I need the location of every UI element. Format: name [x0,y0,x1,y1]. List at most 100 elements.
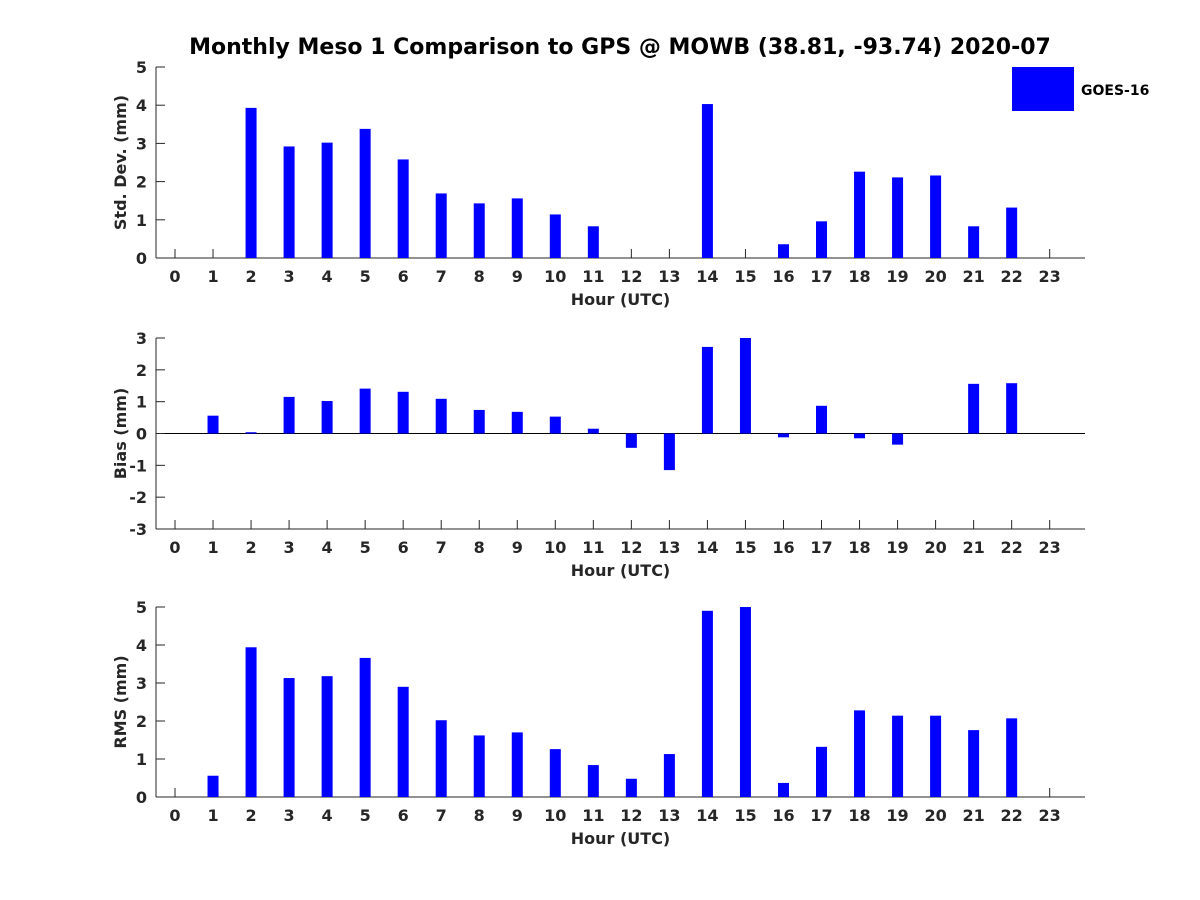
y-tick-label: 4 [136,96,147,115]
x-tick-label: 18 [848,267,870,286]
bar [321,401,333,434]
bar [701,610,713,797]
x-tick-label: 11 [582,806,604,825]
y-tick-label: 3 [136,674,147,693]
x-tick-label: 14 [696,538,718,557]
y-tick-label: 2 [136,361,147,380]
y-axis-label: RMS (mm) [111,655,130,748]
bar [854,171,866,258]
bar [701,104,713,258]
bar [816,746,828,797]
x-tick-label: 8 [474,267,485,286]
bar [1006,383,1018,434]
bar [283,678,295,797]
bar [321,142,333,258]
y-tick-label: 3 [136,134,147,153]
x-tick-label: 13 [658,806,680,825]
bar [854,433,866,439]
bar [435,193,447,258]
bar [777,782,789,797]
bar [397,686,409,797]
x-tick-label: 0 [169,538,180,557]
y-tick-label: 0 [136,249,147,268]
y-tick-label: -1 [129,456,147,475]
x-tick-label: 10 [544,806,566,825]
x-axis-label: Hour (UTC) [571,290,671,309]
x-tick-label: 17 [810,538,832,557]
bar [245,432,257,434]
y-tick-label: 0 [136,425,147,444]
chart-title: Monthly Meso 1 Comparison to GPS @ MOWB … [189,35,1051,60]
bar [968,730,980,797]
x-tick-label: 20 [924,806,946,825]
x-tick-label: 3 [284,267,295,286]
y-tick-label: 0 [136,788,147,807]
bar [739,607,751,797]
y-tick-label: 2 [136,173,147,192]
bar [892,177,904,258]
x-axis-label: Hour (UTC) [571,561,671,580]
x-tick-label: 14 [696,806,718,825]
x-tick-label: 1 [207,806,218,825]
x-tick-label: 22 [1001,538,1023,557]
x-axis-label: Hour (UTC) [571,829,671,848]
bar [245,647,257,797]
bar [739,338,751,434]
bar [968,226,980,258]
y-tick-label: 4 [136,636,147,655]
x-tick-label: 9 [512,267,523,286]
bar [1006,207,1018,258]
bar [892,715,904,797]
x-tick-label: 6 [398,267,409,286]
x-tick-label: 2 [245,806,256,825]
x-tick-label: 11 [582,538,604,557]
x-tick-label: 7 [436,538,447,557]
bar [625,433,637,448]
y-axis-label: Bias (mm) [111,388,130,480]
x-tick-label: 5 [360,806,371,825]
bar [321,676,333,797]
x-tick-label: 19 [886,538,908,557]
bar [587,765,599,797]
y-tick-label: 5 [136,58,147,77]
x-tick-label: 15 [734,806,756,825]
x-tick-label: 15 [734,267,756,286]
x-tick-label: 6 [398,806,409,825]
x-tick-label: 9 [512,806,523,825]
bar [245,107,257,259]
x-tick-label: 20 [924,538,946,557]
x-tick-label: 7 [436,806,447,825]
bar [930,175,942,258]
x-tick-label: 15 [734,538,756,557]
x-tick-label: 8 [474,538,485,557]
x-tick-label: 16 [772,806,794,825]
x-tick-label: 5 [360,267,371,286]
bar [777,244,789,258]
x-tick-label: 19 [886,806,908,825]
bar [435,398,447,434]
x-tick-label: 18 [848,538,870,557]
bar [283,396,295,434]
bar [207,415,219,434]
bar [854,710,866,797]
x-tick-label: 0 [169,806,180,825]
bar [549,416,561,434]
legend-label: GOES-16 [1081,83,1149,99]
bar [892,433,904,445]
bar [1006,718,1018,797]
x-tick-label: 21 [962,806,984,825]
y-tick-label: 3 [136,329,147,348]
bar [816,221,828,258]
x-tick-label: 9 [512,538,523,557]
y-tick-label: 5 [136,598,147,617]
bar [625,778,637,797]
x-tick-label: 4 [322,538,333,557]
x-tick-label: 16 [772,538,794,557]
bar [663,433,675,471]
x-tick-label: 4 [322,267,333,286]
x-tick-label: 6 [398,538,409,557]
y-tick-label: 1 [136,211,147,230]
